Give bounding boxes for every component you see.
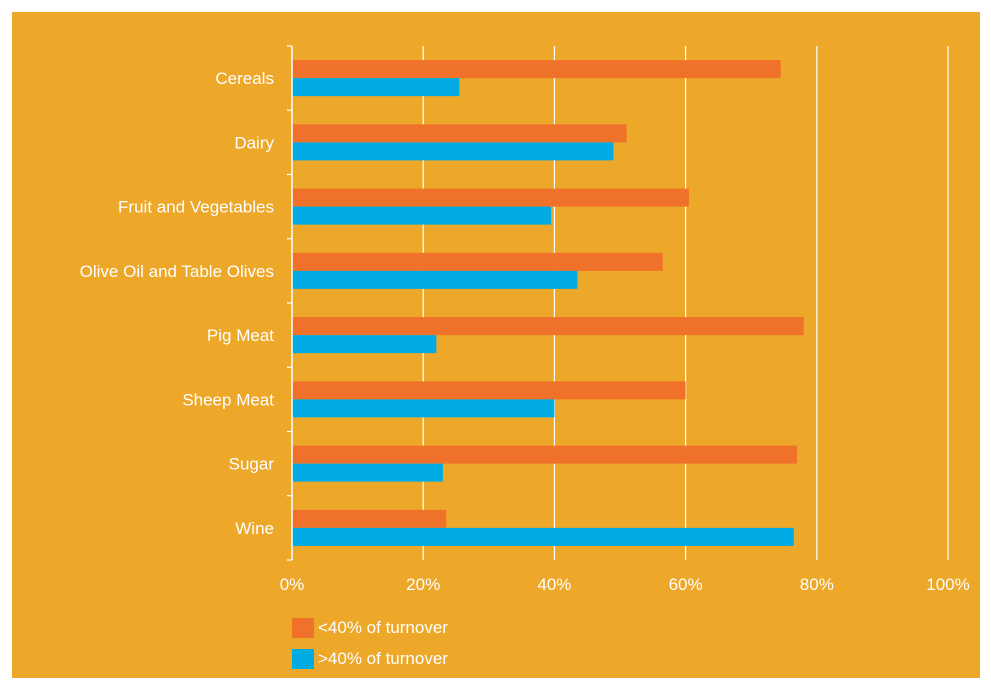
bar-chart: Cereals Dairy Fruit and Vegetables Olive Oi… bbox=[80, 45, 970, 594]
legend-swatch-under-40 bbox=[292, 618, 314, 638]
x-tick-label-40: 40% bbox=[537, 575, 571, 594]
legend-item-under-40: <40% of turnover bbox=[292, 618, 448, 638]
legend-item-over-40: >40% of turnover bbox=[292, 649, 448, 669]
category-label-sugar: Sugar bbox=[229, 455, 275, 474]
category-label-cereals: Cereals bbox=[215, 69, 274, 88]
bar-under-40-sugar bbox=[292, 445, 798, 464]
bar-under-40-sheep-meat bbox=[292, 381, 686, 400]
bar-under-40-wine bbox=[292, 509, 447, 528]
legend-swatch-over-40 bbox=[292, 649, 314, 669]
legend-label-under-40: <40% of turnover bbox=[318, 618, 448, 637]
bar-over-40-fruit-and-vegetables bbox=[292, 206, 552, 225]
bar-over-40-cereals bbox=[292, 78, 460, 97]
bar-over-40-sugar bbox=[292, 463, 443, 482]
x-tick-label-80: 80% bbox=[800, 575, 834, 594]
bar-over-40-olive-oil-and-table-olives bbox=[292, 270, 578, 289]
bar-over-40-sheep-meat bbox=[292, 399, 555, 418]
bar-over-40-wine bbox=[292, 527, 794, 546]
bar-over-40-dairy bbox=[292, 142, 614, 161]
bar-over-40-pig-meat bbox=[292, 335, 437, 354]
category-label-pig-meat: Pig Meat bbox=[207, 326, 274, 345]
x-tick-label-100: 100% bbox=[926, 575, 969, 594]
x-tick-label-0: 0% bbox=[280, 575, 305, 594]
bar-under-40-cereals bbox=[292, 60, 781, 79]
category-label-wine: Wine bbox=[235, 519, 274, 538]
x-tick-label-20: 20% bbox=[406, 575, 440, 594]
category-label-fruit-and-vegetables: Fruit and Vegetables bbox=[118, 198, 274, 217]
category-label-sheep-meat: Sheep Meat bbox=[182, 390, 274, 409]
legend-label-over-40: >40% of turnover bbox=[318, 649, 448, 668]
bar-under-40-pig-meat bbox=[292, 317, 804, 336]
x-tick-label-60: 60% bbox=[669, 575, 703, 594]
legend: <40% of turnover >40% of turnover bbox=[292, 618, 448, 680]
chart-panel: Cereals Dairy Fruit and Vegetables Olive Oi… bbox=[12, 12, 980, 678]
bar-under-40-fruit-and-vegetables bbox=[292, 188, 689, 207]
bar-under-40-olive-oil-and-table-olives bbox=[292, 252, 663, 271]
category-label-dairy: Dairy bbox=[234, 133, 274, 152]
bar-under-40-dairy bbox=[292, 124, 627, 143]
category-label-olive-oil-and-table-olives: Olive Oil and Table Olives bbox=[80, 262, 274, 281]
